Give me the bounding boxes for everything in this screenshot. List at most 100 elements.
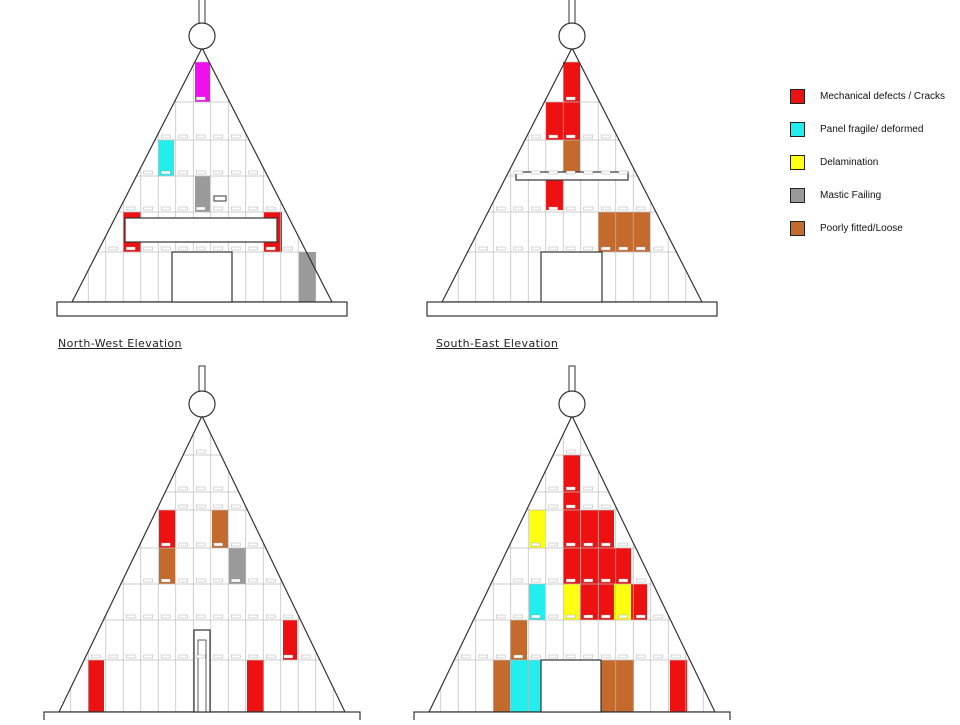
- panel-tag: [566, 614, 576, 619]
- panel-tag: [213, 504, 223, 509]
- panel-tag: [566, 246, 576, 251]
- panel-tag: [301, 654, 311, 659]
- panel-tag: [213, 542, 223, 547]
- panel-tag: [266, 614, 276, 619]
- panel-tag: [213, 134, 223, 139]
- panel-tag: [583, 504, 593, 509]
- panel-tag: [618, 542, 628, 547]
- panel-tag: [178, 246, 188, 251]
- panel-tag: [178, 614, 188, 619]
- defect-panel-mech: [631, 584, 647, 620]
- panel-tag: [91, 654, 101, 659]
- defect-panel-panel: [510, 660, 527, 712]
- panel-tag: [601, 578, 611, 583]
- panel-tag: [213, 246, 223, 251]
- panel-tag: [478, 654, 488, 659]
- panel-tag: [108, 654, 118, 659]
- panel-tag: [548, 614, 558, 619]
- panel-tag: [231, 206, 241, 211]
- panel-tag: [618, 654, 628, 659]
- panel-tag: [566, 542, 576, 547]
- south-east-elevation: [426, 0, 718, 317]
- defect-panel-loose: [600, 660, 617, 712]
- defect-panel-panel: [527, 660, 543, 712]
- panel-tag: [583, 486, 593, 491]
- panel-tag: [161, 246, 171, 251]
- north-east-elevation: [413, 365, 731, 725]
- panel-tag: [566, 96, 576, 101]
- panel-tag: [126, 614, 136, 619]
- panel-tag: [196, 486, 206, 491]
- panel-tag: [566, 449, 576, 454]
- panel-tag: [531, 134, 541, 139]
- panel-tag: [213, 614, 223, 619]
- panel-tag: [178, 170, 188, 175]
- panel-tag: [583, 134, 593, 139]
- legend-item-delam: Delamination: [790, 146, 960, 179]
- panel-tag: [266, 578, 276, 583]
- base-plinth: [413, 711, 731, 725]
- panel-tag: [266, 246, 276, 251]
- panel-tag: [601, 654, 611, 659]
- panel-tag: [126, 246, 136, 251]
- finial-ball: [558, 390, 586, 418]
- panel-tag: [566, 170, 576, 175]
- panel-tag: [213, 654, 223, 659]
- legend-swatch-mastic: [790, 188, 805, 203]
- panel-tag: [266, 654, 276, 659]
- panel-tag: [196, 654, 206, 659]
- panel-tag: [231, 614, 241, 619]
- panel-tag: [601, 614, 611, 619]
- panel-tag: [461, 654, 471, 659]
- defect-panel-mastic: [195, 176, 210, 212]
- panel-tag: [213, 206, 223, 211]
- panel-tag: [601, 246, 611, 251]
- panel-tag: [283, 614, 293, 619]
- defect-panel-delam: [563, 584, 580, 620]
- narrow-door-inner: [197, 639, 207, 713]
- panel-tag: [653, 246, 663, 251]
- panel-tag: [143, 578, 153, 583]
- defect-panel-loose: [493, 660, 510, 712]
- panel-tag: [566, 486, 576, 491]
- panel-tag: [178, 134, 188, 139]
- panel-tag: [513, 614, 523, 619]
- panel-tag: [496, 654, 506, 659]
- panel-tag: [196, 578, 206, 583]
- panel-tag: [583, 246, 593, 251]
- panel-tag: [531, 614, 541, 619]
- panel-tag: [231, 654, 241, 659]
- defect-panel-loose: [617, 660, 634, 712]
- panel-tag: [601, 206, 611, 211]
- panel-tag: [213, 170, 223, 175]
- panel-tag: [196, 614, 206, 619]
- panel-tag: [653, 654, 663, 659]
- panel-tag: [636, 654, 646, 659]
- defect-panel-mech: [247, 660, 264, 712]
- panel-tag: [601, 134, 611, 139]
- panel-tag: [618, 614, 628, 619]
- panel-tag: [266, 206, 276, 211]
- panel-tag: [636, 614, 646, 619]
- panel-tag: [178, 504, 188, 509]
- panel-tag: [143, 246, 153, 251]
- panel-tag: [231, 170, 241, 175]
- panel-tag: [161, 206, 171, 211]
- transom-band: [124, 217, 278, 243]
- defect-panel-mastic: [229, 548, 246, 584]
- panel-tag: [496, 206, 506, 211]
- panel-tag: [231, 504, 241, 509]
- panel-tag: [178, 206, 188, 211]
- panel-tag: [548, 578, 558, 583]
- legend-label-delam: Delamination: [820, 157, 879, 168]
- narrow-door: [193, 629, 211, 713]
- panel-tag: [531, 542, 541, 547]
- panel-tag: [196, 504, 206, 509]
- panel-tag: [548, 654, 558, 659]
- defect-panel-loose: [212, 510, 228, 548]
- panel-tag: [161, 134, 171, 139]
- panel-tag: [583, 206, 593, 211]
- south-east-elevation-caption: South-East Elevation: [436, 337, 559, 350]
- north-west-elevation-caption: North-West Elevation: [58, 337, 182, 350]
- panel-tag: [496, 614, 506, 619]
